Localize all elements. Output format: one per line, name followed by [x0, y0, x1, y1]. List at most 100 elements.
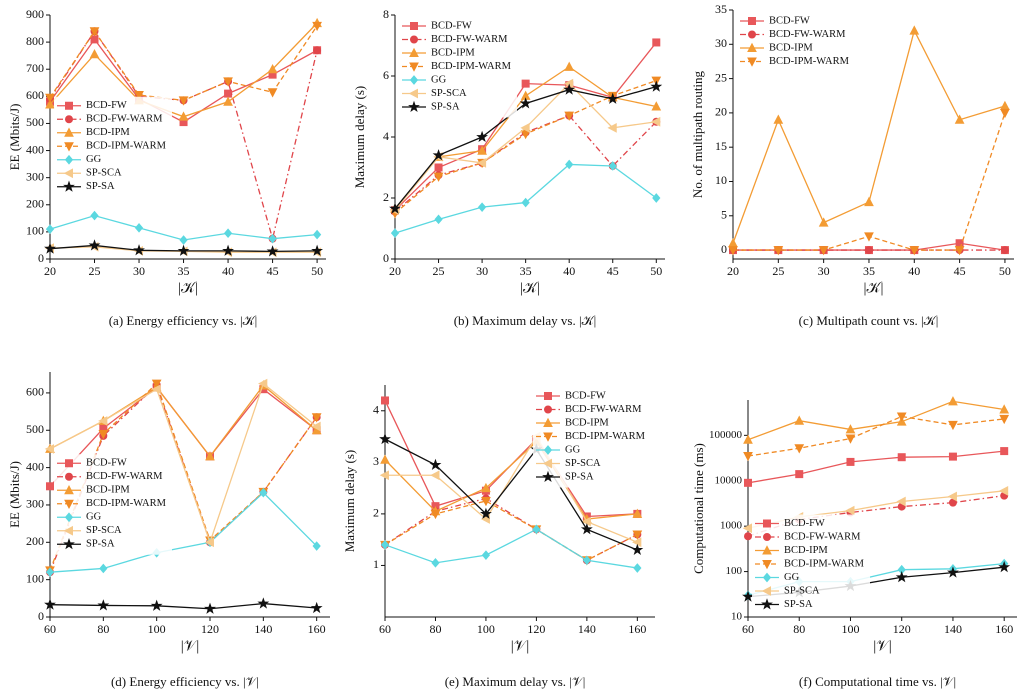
marker: [954, 246, 965, 256]
x-tick-label: 80: [793, 622, 805, 636]
y-tick-label: 0: [383, 251, 389, 265]
marker: [864, 246, 873, 255]
series-line: [384, 440, 638, 520]
y-tick-label: 100: [726, 565, 743, 577]
marker: [432, 149, 445, 161]
marker: [633, 563, 642, 573]
marker: [948, 396, 958, 406]
x-tick-label: 25: [772, 264, 784, 278]
marker: [312, 21, 322, 32]
marker: [223, 77, 233, 87]
marker: [429, 458, 442, 470]
y-tick-label: 800: [26, 34, 44, 48]
marker: [544, 405, 553, 414]
y-tick-label: 200: [26, 534, 44, 548]
x-tick-label: 35: [863, 264, 875, 278]
marker: [430, 470, 440, 481]
marker: [64, 142, 74, 152]
marker: [380, 540, 390, 550]
marker: [564, 61, 575, 71]
legend-label: BCD-IPM: [784, 545, 828, 556]
y-tick-label: 10: [715, 173, 727, 187]
marker: [632, 530, 643, 540]
marker: [223, 96, 233, 106]
x-tick-label: 35: [178, 264, 190, 278]
x-tick-label: 40: [908, 264, 920, 278]
marker: [408, 88, 419, 99]
marker: [652, 193, 661, 203]
marker: [954, 114, 965, 124]
marker: [65, 459, 74, 468]
legend-label: BCD-IPM-WARM: [565, 431, 646, 442]
series-line: [49, 382, 318, 545]
legend-label: SP-SCA: [784, 585, 820, 596]
y-tick-label: 1000: [720, 520, 743, 532]
legend-label: BCD-IPM-WARM: [784, 558, 865, 569]
marker: [258, 378, 268, 389]
marker: [999, 404, 1010, 414]
y-tick-label: 400: [26, 142, 44, 156]
marker: [1000, 246, 1009, 255]
x-tick-label: 140: [254, 622, 272, 636]
marker: [63, 525, 73, 536]
marker: [742, 523, 752, 534]
marker: [845, 505, 855, 516]
marker: [65, 101, 74, 110]
marker: [179, 235, 188, 245]
marker: [1000, 108, 1010, 119]
marker: [433, 172, 444, 182]
marker: [311, 244, 324, 256]
marker: [89, 27, 100, 37]
y-tick-label: 4: [373, 403, 379, 417]
marker: [476, 130, 489, 143]
y-tick-label: 600: [26, 88, 44, 102]
marker: [312, 229, 322, 240]
marker: [311, 413, 322, 423]
caption: (a) Energy efficiency vs. |𝒦|: [109, 313, 258, 328]
marker: [632, 537, 642, 548]
marker: [224, 89, 233, 98]
marker: [481, 482, 491, 493]
y-tick-label: 0: [38, 609, 44, 623]
marker: [543, 432, 553, 442]
marker: [864, 232, 874, 242]
series-line: [384, 497, 638, 562]
marker: [897, 453, 906, 462]
marker: [45, 99, 55, 109]
caption: (f) Computational time vs. |𝒱|: [799, 674, 956, 689]
marker: [45, 93, 55, 103]
marker: [581, 516, 591, 527]
y-tick-label: 300: [26, 497, 44, 511]
chart-panel: 60 80 100 120 140 160 0 100 200 300 400 500 600 |𝒱| EE…: [7, 372, 330, 689]
marker: [178, 111, 189, 121]
marker: [773, 246, 784, 256]
x-axis-label: |𝒱|: [873, 638, 892, 654]
marker: [542, 458, 552, 469]
marker: [895, 571, 908, 583]
marker: [134, 90, 144, 101]
legend-label: BCD-IPM-WARM: [431, 61, 512, 72]
x-tick-label: 20: [44, 264, 56, 278]
marker: [222, 244, 234, 256]
marker: [743, 452, 753, 462]
series-line: [49, 602, 317, 610]
y-tick-label: 300: [26, 169, 44, 183]
marker: [65, 472, 74, 481]
x-axis-label: |𝒦|: [864, 280, 884, 296]
marker: [608, 161, 617, 171]
marker: [90, 35, 99, 44]
marker: [45, 567, 55, 577]
marker: [480, 507, 492, 519]
y-axis-label: Maximum delay (s): [342, 450, 357, 553]
marker: [268, 233, 277, 244]
marker: [631, 543, 644, 556]
marker: [1000, 100, 1010, 111]
legend-box: [752, 514, 870, 615]
legend-label: BCD-IPM: [86, 485, 130, 496]
legend-label: SP-SA: [431, 101, 460, 112]
legend: BCD-FW BCD-FW-WARM BCD-IPM BCD-IPM-WARM GG SP…: [54, 454, 172, 555]
marker: [481, 550, 491, 560]
marker: [64, 484, 74, 495]
marker: [909, 25, 920, 35]
marker: [948, 452, 957, 461]
